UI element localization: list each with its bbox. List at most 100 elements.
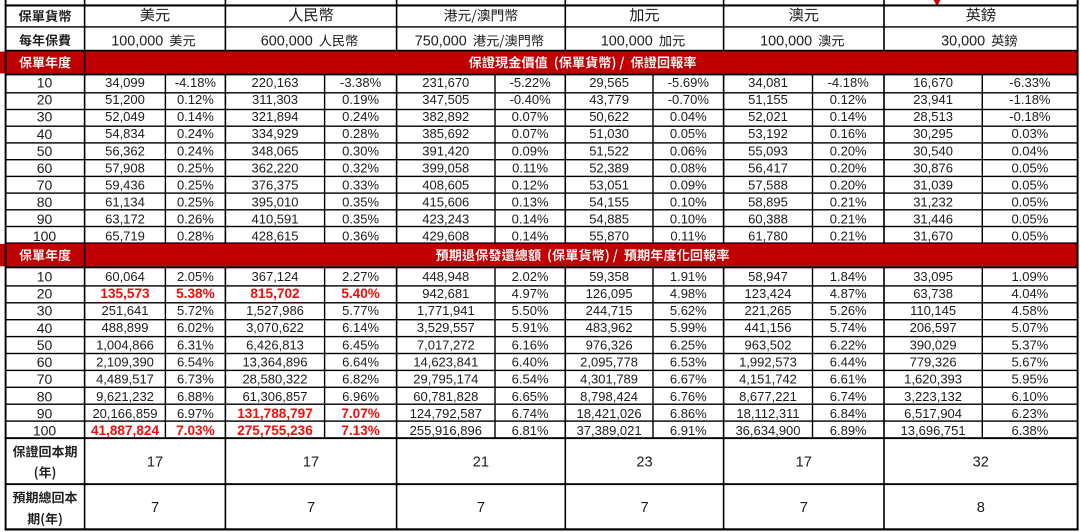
svg-text:100: 100 — [33, 228, 57, 244]
svg-text:41,887,824: 41,887,824 — [91, 423, 159, 438]
svg-text:5.91%: 5.91% — [512, 320, 549, 335]
svg-text:6.45%: 6.45% — [342, 337, 379, 352]
svg-text:40: 40 — [37, 126, 53, 142]
svg-text:4.87%: 4.87% — [830, 286, 867, 301]
svg-text:131,788,797: 131,788,797 — [237, 406, 313, 421]
svg-text:7,017,272: 7,017,272 — [417, 337, 475, 352]
svg-text:448,948: 448,948 — [422, 269, 469, 284]
svg-text:1.09%: 1.09% — [1011, 269, 1048, 284]
svg-text:367,124: 367,124 — [252, 269, 299, 284]
svg-text:61,780: 61,780 — [748, 229, 788, 244]
svg-text:6.97%: 6.97% — [177, 406, 214, 421]
svg-text:779,326: 779,326 — [910, 355, 957, 370]
svg-text:0.14%: 0.14% — [512, 212, 549, 227]
svg-text:0.24%: 0.24% — [177, 126, 214, 141]
svg-text:13,696,751: 13,696,751 — [901, 423, 966, 438]
svg-text:51,155: 51,155 — [748, 92, 788, 107]
svg-text:23,941: 23,941 — [913, 92, 953, 107]
svg-text:70: 70 — [37, 371, 53, 387]
svg-text:0.20%: 0.20% — [830, 177, 867, 192]
svg-text:6.22%: 6.22% — [830, 337, 867, 352]
svg-text:18,112,311: 18,112,311 — [736, 406, 799, 421]
svg-text:60,388: 60,388 — [748, 212, 788, 227]
svg-text:6.65%: 6.65% — [512, 389, 549, 404]
svg-text:334,929: 334,929 — [252, 126, 299, 141]
svg-text:53,192: 53,192 — [748, 126, 788, 141]
svg-text:0.35%: 0.35% — [342, 212, 379, 227]
svg-text:0.04%: 0.04% — [1011, 143, 1048, 158]
svg-text:80: 80 — [37, 194, 53, 210]
svg-text:8,798,424: 8,798,424 — [580, 389, 638, 404]
svg-text:14,623,841: 14,623,841 — [413, 355, 478, 370]
svg-text:0.11%: 0.11% — [670, 229, 706, 244]
svg-text:34,099: 34,099 — [105, 75, 145, 90]
svg-text:0.28%: 0.28% — [342, 126, 379, 141]
svg-text:6.67%: 6.67% — [670, 372, 707, 387]
svg-text:7: 7 — [800, 500, 808, 516]
svg-text:37,389,021: 37,389,021 — [577, 423, 642, 438]
svg-text:0.26%: 0.26% — [177, 212, 214, 227]
svg-text:2,095,778: 2,095,778 — [580, 355, 638, 370]
svg-text:6,426,813: 6,426,813 — [246, 337, 304, 352]
svg-text:6.82%: 6.82% — [342, 372, 379, 387]
svg-text:275,755,236: 275,755,236 — [237, 423, 313, 438]
svg-text:483,962: 483,962 — [586, 320, 633, 335]
svg-text:-5.69%: -5.69% — [668, 75, 710, 90]
svg-text:0.09%: 0.09% — [512, 143, 549, 158]
svg-text:6.10%: 6.10% — [1011, 389, 1048, 404]
svg-text:6.73%: 6.73% — [177, 372, 214, 387]
svg-text:4.97%: 4.97% — [512, 286, 549, 301]
svg-text:9,621,232: 9,621,232 — [96, 389, 154, 404]
svg-text:0.35%: 0.35% — [342, 194, 379, 209]
svg-text:20: 20 — [37, 92, 53, 108]
svg-text:80: 80 — [37, 388, 53, 404]
svg-text:51,522: 51,522 — [589, 143, 629, 158]
svg-text:6.74%: 6.74% — [830, 389, 867, 404]
svg-text:5.72%: 5.72% — [177, 303, 214, 318]
svg-text:221,265: 221,265 — [745, 303, 792, 318]
svg-text:51,030: 51,030 — [589, 126, 629, 141]
svg-text:23: 23 — [636, 454, 652, 470]
svg-text:6.02%: 6.02% — [177, 320, 214, 335]
svg-text:255,916,896: 255,916,896 — [410, 423, 482, 438]
svg-text:4,301,789: 4,301,789 — [580, 372, 638, 387]
svg-text:206,597: 206,597 — [910, 320, 957, 335]
svg-text:6.31%: 6.31% — [177, 337, 214, 352]
svg-text:90: 90 — [37, 211, 53, 227]
svg-text:6.38%: 6.38% — [1011, 423, 1048, 438]
svg-text:60: 60 — [37, 354, 53, 370]
svg-text:90: 90 — [37, 406, 53, 422]
svg-text:21: 21 — [473, 454, 489, 470]
svg-text:963,502: 963,502 — [745, 337, 792, 352]
svg-text:56,417: 56,417 — [748, 160, 788, 175]
svg-text:750,000: 750,000 — [415, 33, 467, 49]
svg-text:0.21%: 0.21% — [830, 229, 867, 244]
svg-text:30: 30 — [37, 303, 53, 319]
svg-text:51,200: 51,200 — [105, 92, 145, 107]
svg-text:3,223,132: 3,223,132 — [904, 389, 962, 404]
svg-text:311,303: 311,303 — [252, 92, 298, 107]
svg-text:0.24%: 0.24% — [177, 143, 214, 158]
svg-text:18,421,026: 18,421,026 — [577, 406, 642, 421]
svg-text:0.05%: 0.05% — [1011, 160, 1048, 175]
svg-text:391,420: 391,420 — [422, 143, 469, 158]
svg-text:410,591: 410,591 — [252, 212, 299, 227]
svg-text:2.02%: 2.02% — [512, 269, 549, 284]
svg-text:0.20%: 0.20% — [830, 143, 867, 158]
svg-text:53,051: 53,051 — [589, 177, 629, 192]
svg-text:-6.33%: -6.33% — [1009, 75, 1051, 90]
svg-text:0.25%: 0.25% — [177, 177, 214, 192]
svg-text:65,719: 65,719 — [105, 229, 145, 244]
svg-text:347,505: 347,505 — [422, 92, 469, 107]
svg-text:6.76%: 6.76% — [670, 389, 707, 404]
svg-text:976,326: 976,326 — [586, 337, 633, 352]
svg-text:0.05%: 0.05% — [670, 126, 707, 141]
svg-text:382,892: 382,892 — [422, 109, 469, 124]
svg-text:0.13%: 0.13% — [512, 194, 549, 209]
svg-text:7: 7 — [151, 500, 159, 516]
svg-text:-0.18%: -0.18% — [1009, 109, 1051, 124]
svg-text:34,081: 34,081 — [748, 75, 788, 90]
svg-text:0.28%: 0.28% — [177, 229, 214, 244]
svg-text:40: 40 — [37, 320, 53, 336]
svg-text:0.05%: 0.05% — [1011, 177, 1048, 192]
